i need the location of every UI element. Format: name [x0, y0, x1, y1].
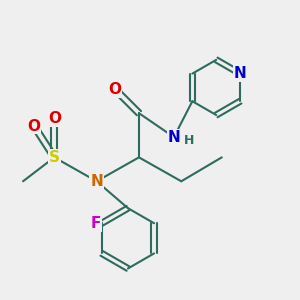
Text: O: O [48, 111, 61, 126]
Text: F: F [91, 216, 101, 231]
Text: S: S [49, 150, 60, 165]
Text: N: N [234, 66, 247, 81]
Text: N: N [167, 130, 180, 145]
Text: N: N [90, 174, 103, 189]
Text: O: O [28, 118, 40, 134]
Text: O: O [109, 82, 122, 97]
Text: H: H [184, 134, 195, 147]
